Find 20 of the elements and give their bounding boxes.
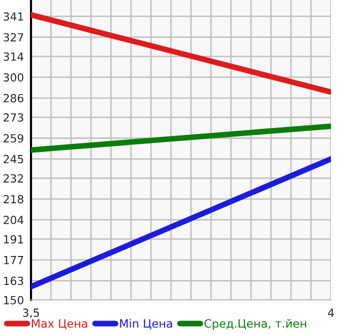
y-tick-label: 259: [4, 134, 24, 142]
x-tick-label: 4: [328, 308, 334, 317]
y-tick-label: 218: [4, 194, 24, 204]
y-tick-label: 177: [4, 256, 24, 264]
y-tick-label: 300: [4, 73, 24, 82]
legend-label: Min Цена: [120, 318, 172, 330]
legend-label: Сред.Цена, т.йен: [204, 318, 306, 330]
legend-label: Max Цена: [32, 319, 88, 330]
y-tick-label: 341: [4, 12, 24, 21]
y-tick-label: 314: [4, 52, 24, 61]
y-tick-label: 327: [4, 33, 24, 42]
x-tick-label: 3,5: [23, 308, 39, 318]
y-tick-label: 286: [4, 94, 24, 102]
y-tick-label: 232: [4, 174, 23, 183]
y-tick-label: 204: [4, 216, 24, 224]
y-tick-label: 150: [4, 296, 24, 304]
y-tick-label: 163: [4, 276, 24, 286]
y-tick-label: 245: [4, 154, 24, 164]
y-tick-label: 191: [4, 235, 24, 244]
y-tick-label: 273: [4, 113, 24, 122]
